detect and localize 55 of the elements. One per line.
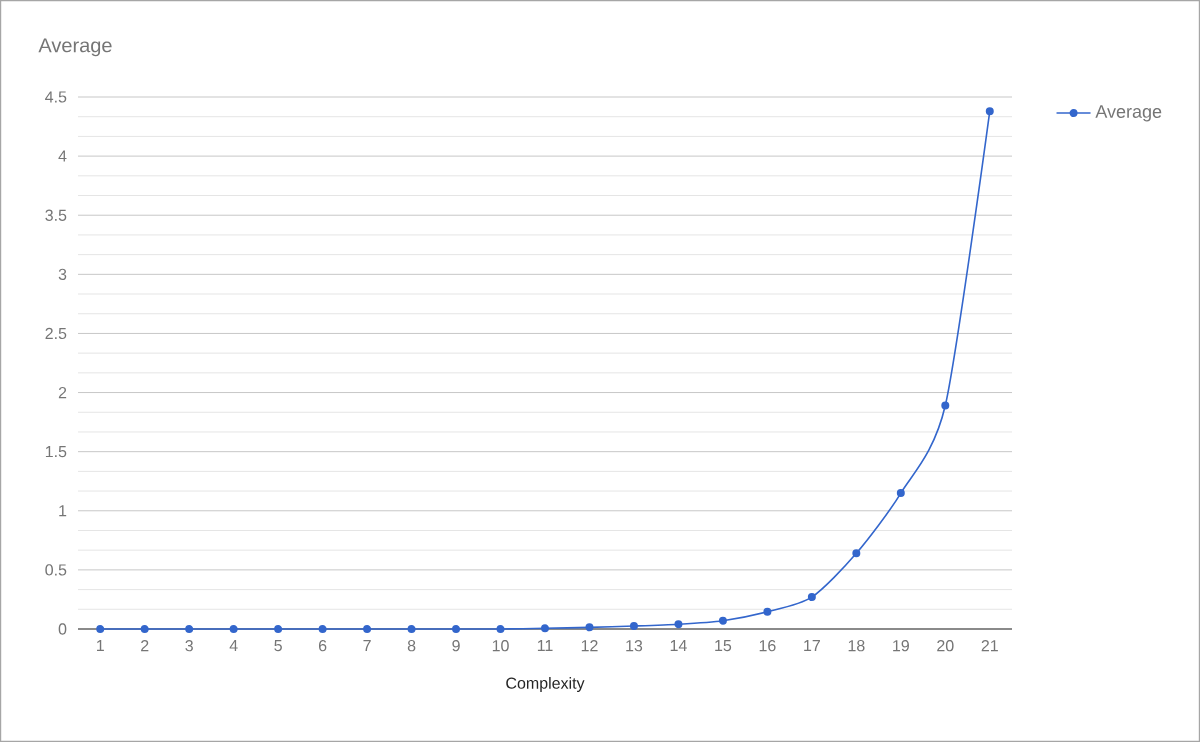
point: [807, 593, 816, 602]
x-tick-label: 11: [537, 640, 553, 652]
x-tick-label: 18: [848, 640, 865, 652]
point: [585, 623, 594, 632]
point: [407, 625, 416, 633]
x-tick-label: 7: [363, 640, 371, 652]
x-tick-label: 20: [937, 640, 954, 652]
point: [363, 625, 372, 633]
chart-title: Average: [38, 38, 112, 57]
x-tick-label: 6: [318, 640, 327, 652]
point: [96, 625, 105, 633]
point: [274, 625, 283, 633]
point: [896, 489, 905, 498]
y-tick-label: 4.5: [45, 91, 67, 103]
x-tick-label: 17: [804, 640, 820, 652]
point: [185, 625, 194, 633]
x-tick-label: 8: [407, 640, 416, 652]
point: [541, 624, 549, 633]
x-tick-label: 15: [715, 640, 732, 652]
x-tick-label: 3: [185, 640, 193, 652]
x-tick-label: 13: [626, 640, 643, 652]
point: [496, 625, 505, 633]
x-tick-label: 9: [452, 640, 460, 652]
point: [629, 622, 638, 631]
point: [452, 625, 461, 633]
x-tick-label: 12: [581, 640, 598, 652]
y-tick-label: 3: [58, 268, 67, 280]
x-tick-label: 21: [981, 640, 998, 652]
x-tick-label: 5: [274, 640, 282, 652]
point: [718, 616, 727, 625]
point: [763, 607, 772, 616]
x-tick-label: 2: [141, 640, 149, 652]
point: [140, 625, 149, 633]
point: [985, 107, 994, 116]
point: [674, 620, 683, 629]
y-tick-label: 1.5: [45, 446, 67, 458]
y-tick-label: 1: [59, 505, 67, 517]
x-tick-label: 16: [759, 640, 776, 652]
x-tick-label: 19: [893, 640, 909, 652]
y-tick-label: 0.5: [45, 564, 67, 576]
y-tick-label: 0: [58, 623, 67, 635]
point: [941, 401, 950, 410]
y-tick-label: 2.5: [45, 327, 67, 340]
legend-label: Average: [1095, 105, 1162, 122]
y-tick-label: 4: [58, 150, 67, 162]
y-tick-label: 3.5: [45, 209, 67, 221]
point: [852, 549, 861, 558]
point: [318, 625, 327, 633]
x-axis-title: Complexity: [506, 677, 585, 692]
x-tick-label: 1: [97, 640, 104, 652]
point: [229, 625, 238, 633]
x-tick-label: 4: [229, 640, 238, 652]
x-tick-label: 10: [492, 640, 509, 652]
x-tick-label: 14: [670, 640, 687, 652]
y-tick-label: 2: [58, 386, 67, 399]
